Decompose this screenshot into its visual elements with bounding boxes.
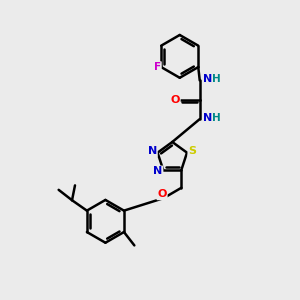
- Text: O: O: [158, 189, 167, 199]
- Text: H: H: [212, 113, 220, 123]
- Text: H: H: [212, 74, 220, 84]
- Text: S: S: [188, 146, 196, 156]
- Text: N: N: [148, 146, 157, 156]
- Text: N: N: [203, 74, 213, 84]
- Text: N: N: [203, 113, 213, 123]
- Text: F: F: [154, 62, 161, 72]
- Text: O: O: [170, 95, 180, 105]
- Text: N: N: [153, 167, 163, 176]
